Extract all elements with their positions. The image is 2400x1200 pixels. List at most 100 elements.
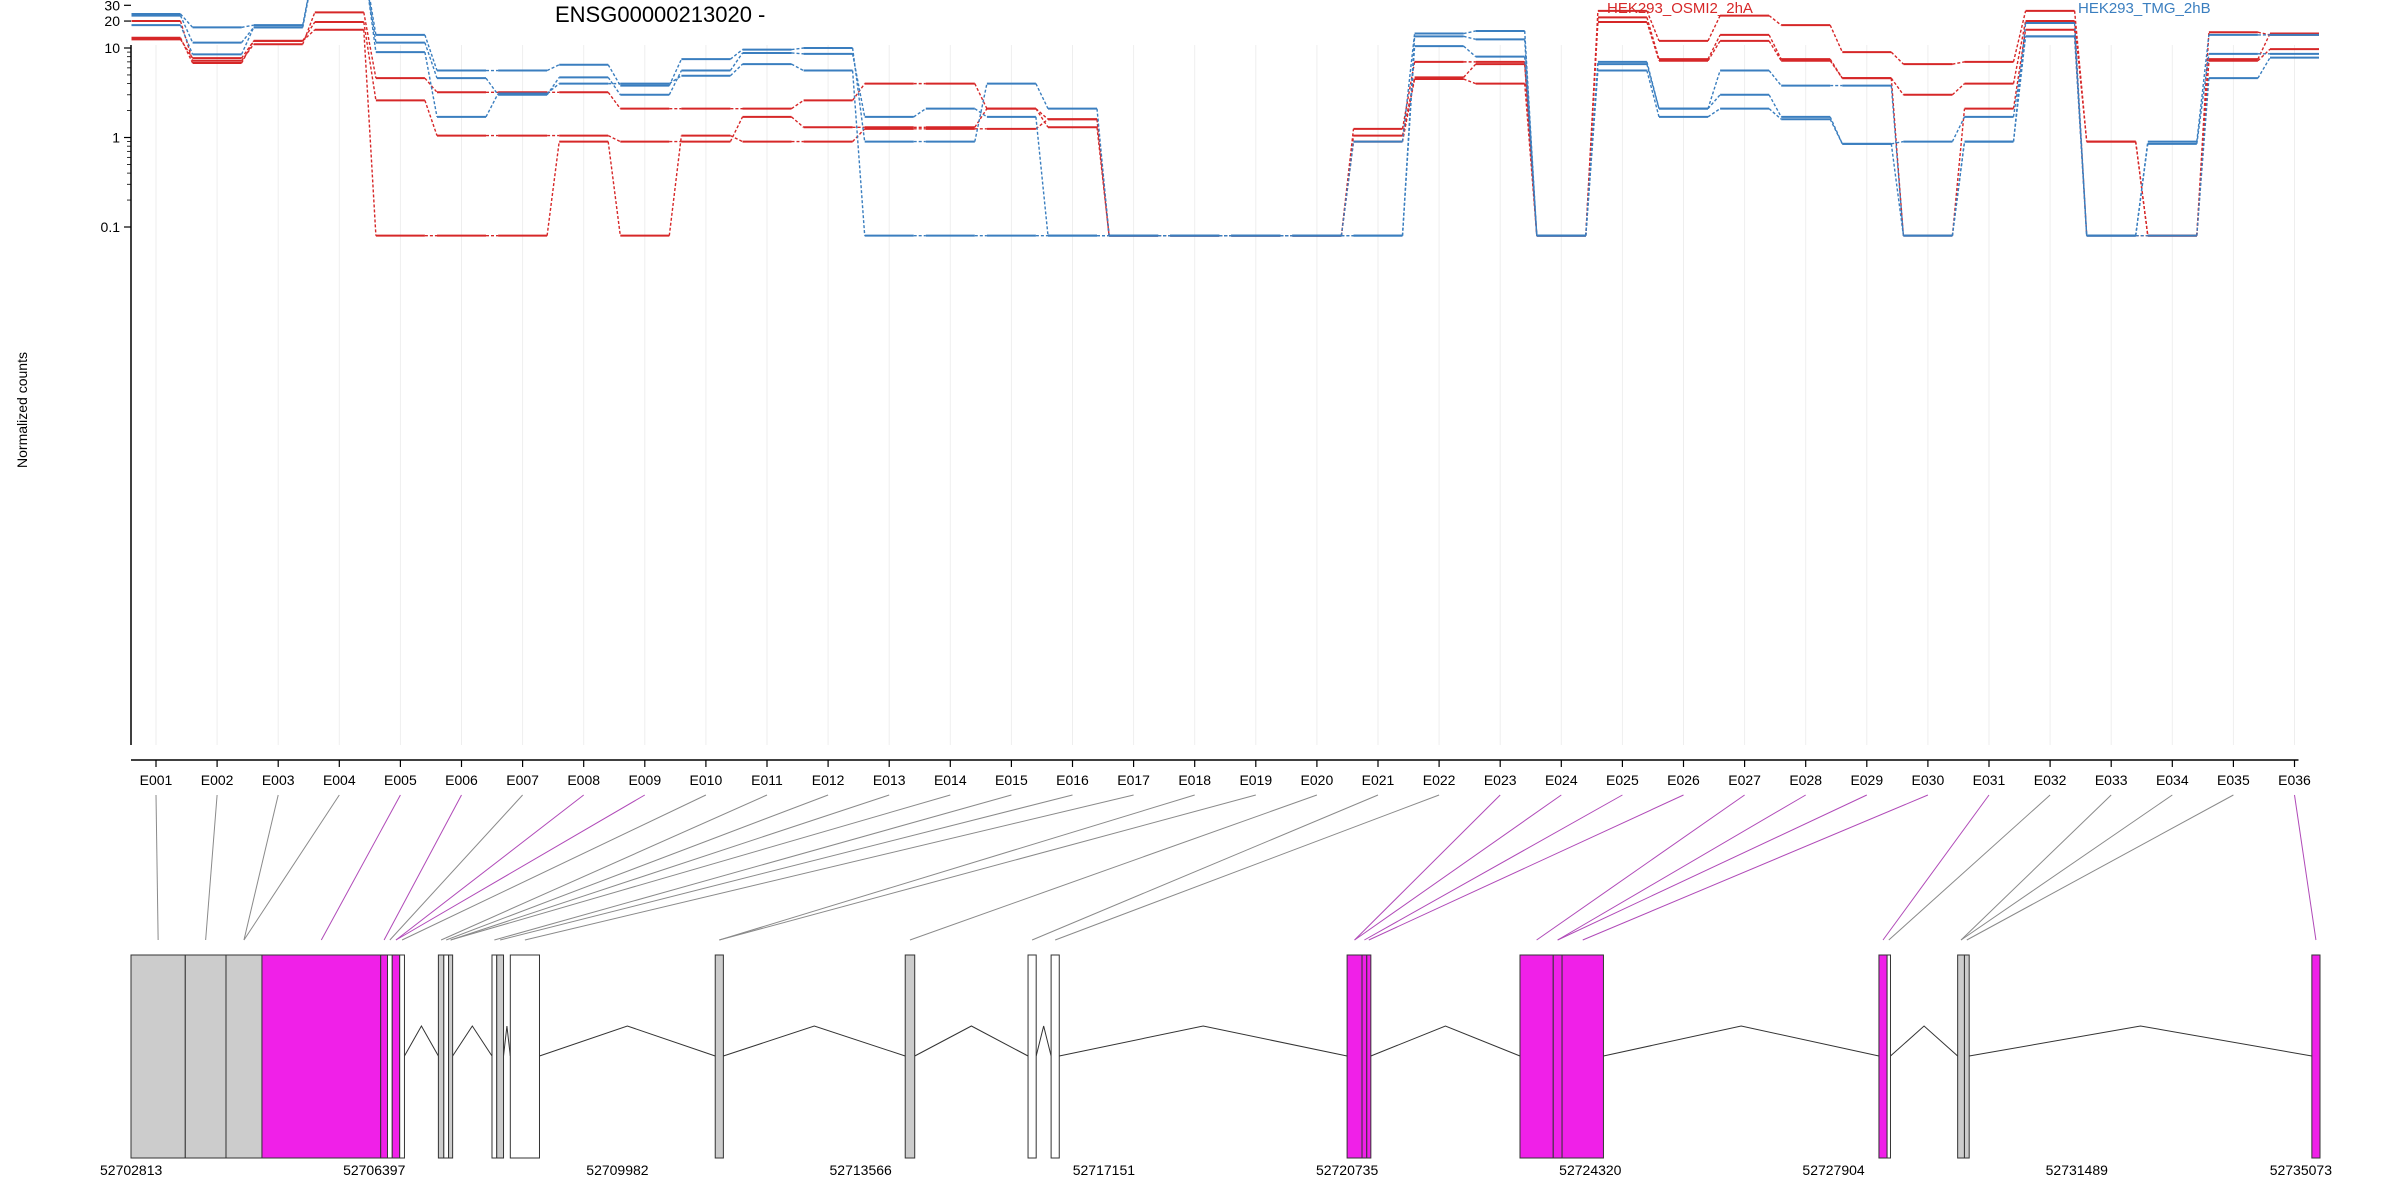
x-tick-label: E034 xyxy=(2156,772,2189,788)
x-tick-label: E005 xyxy=(384,772,417,788)
genomic-coordinate-label: 52717151 xyxy=(1073,1162,1136,1178)
intron xyxy=(452,1025,493,1057)
exon-e029 xyxy=(2311,954,2321,1159)
genomic-coordinate-label: 52720735 xyxy=(1316,1162,1379,1178)
exon-connector xyxy=(205,794,218,941)
exon-e010 xyxy=(443,954,450,1159)
intron xyxy=(1035,1025,1052,1057)
exon-connector xyxy=(1557,794,1868,941)
exon-e025 xyxy=(1878,954,1888,1159)
exon-connector xyxy=(446,794,829,941)
genomic-coordinate-label: 52706397 xyxy=(343,1162,406,1178)
exon-connector xyxy=(1960,794,2173,941)
exon-e026 xyxy=(1886,954,1891,1159)
exon-e018 xyxy=(1050,954,1060,1159)
x-tick-label: E023 xyxy=(1484,772,1517,788)
x-tick-label: E015 xyxy=(995,772,1028,788)
intron xyxy=(1370,1025,1521,1057)
exon-connector xyxy=(155,794,159,941)
exon-connector xyxy=(909,794,1318,941)
exon-e004 xyxy=(261,954,382,1159)
x-tick-label: E019 xyxy=(1239,772,1272,788)
series-5-connector xyxy=(179,0,2271,237)
chart-title: ENSG00000213020 - xyxy=(555,2,766,27)
exon-e009 xyxy=(437,954,445,1159)
x-tick-label: E028 xyxy=(1789,772,1822,788)
exon-e022 xyxy=(1519,954,1554,1159)
x-tick-label: E033 xyxy=(2095,772,2128,788)
exon-e007 xyxy=(391,954,401,1159)
exon-e006 xyxy=(386,954,393,1159)
exon-connector xyxy=(1368,794,1684,941)
exon-e017 xyxy=(1027,954,1037,1159)
exon-e013 xyxy=(496,954,505,1159)
x-tick-label: E029 xyxy=(1850,772,1883,788)
exon-connector xyxy=(2294,794,2317,941)
x-tick-label: E016 xyxy=(1056,772,1089,788)
exon-connector xyxy=(383,794,462,941)
intron xyxy=(503,1025,511,1057)
legend-entry-tmg: HEK293_TMG_2hB xyxy=(2078,0,2211,17)
exon-connector xyxy=(1882,794,1990,941)
x-tick-label: E007 xyxy=(506,772,539,788)
exon-connector xyxy=(395,794,585,941)
x-tick-label: E014 xyxy=(934,772,967,788)
exon-e021 xyxy=(1366,954,1372,1159)
x-tick-label: E021 xyxy=(1362,772,1395,788)
exon-connector xyxy=(243,794,340,941)
exon-connector xyxy=(1888,794,2051,941)
genomic-coordinate-label: 52731489 xyxy=(2046,1162,2109,1178)
genomic-coordinate-label: 52709982 xyxy=(586,1162,649,1178)
genomic-coordinate-label: 52724320 xyxy=(1559,1162,1622,1178)
exon-e019 xyxy=(1346,954,1363,1159)
x-tick-label: E002 xyxy=(201,772,234,788)
genomic-coordinate-label: 52713566 xyxy=(830,1162,893,1178)
exon-connector xyxy=(1960,794,2112,941)
x-tick-label: E022 xyxy=(1423,772,1456,788)
x-tick-label: E024 xyxy=(1545,772,1578,788)
exon-e027 xyxy=(1957,954,1965,1159)
series-1-connector xyxy=(179,17,2271,237)
x-tick-label: E001 xyxy=(140,772,173,788)
x-tick-label: E036 xyxy=(2278,772,2311,788)
x-tick-label: E020 xyxy=(1301,772,1334,788)
intron xyxy=(723,1025,906,1057)
exon-e002 xyxy=(184,954,227,1159)
y-tick-label: 1 xyxy=(112,130,120,146)
exon-connector xyxy=(450,794,951,941)
intron xyxy=(404,1024,439,1057)
legend-entry-osmi2: HEK293_OSMI2_2hA xyxy=(1607,0,1753,17)
x-tick-label: E003 xyxy=(262,772,295,788)
exon-connector xyxy=(1966,794,2234,941)
exon-connector xyxy=(401,794,707,941)
y-tick-label: 10 xyxy=(104,40,120,56)
exon-e005 xyxy=(380,954,388,1159)
exon-connector xyxy=(1031,794,1379,941)
x-tick-label: E035 xyxy=(2217,772,2250,788)
exon-e020 xyxy=(1361,954,1368,1159)
x-tick-label: E008 xyxy=(567,772,600,788)
y-tick-label: 20 xyxy=(104,13,120,29)
y-tick-label: 30 xyxy=(104,0,120,13)
exon-connector xyxy=(320,794,401,941)
exon-connector xyxy=(1536,794,1745,941)
exon-e008 xyxy=(399,954,405,1159)
exon-e003 xyxy=(225,954,263,1159)
x-tick-label: E027 xyxy=(1728,772,1761,788)
exon-connector xyxy=(494,794,1012,941)
intron xyxy=(1059,1025,1348,1057)
x-tick-label: E025 xyxy=(1606,772,1639,788)
x-tick-label: E010 xyxy=(690,772,723,788)
genomic-coordinate-label: 52727904 xyxy=(1802,1162,1865,1178)
x-tick-label: E013 xyxy=(873,772,906,788)
exon-connector xyxy=(1557,794,1806,941)
intron xyxy=(539,1025,716,1057)
exon-connector xyxy=(500,794,1073,941)
x-tick-label: E006 xyxy=(445,772,478,788)
exon-connector xyxy=(1354,794,1501,941)
exon-connector xyxy=(450,794,890,941)
exon-connector xyxy=(395,794,646,941)
exon-e024 xyxy=(1561,954,1604,1159)
